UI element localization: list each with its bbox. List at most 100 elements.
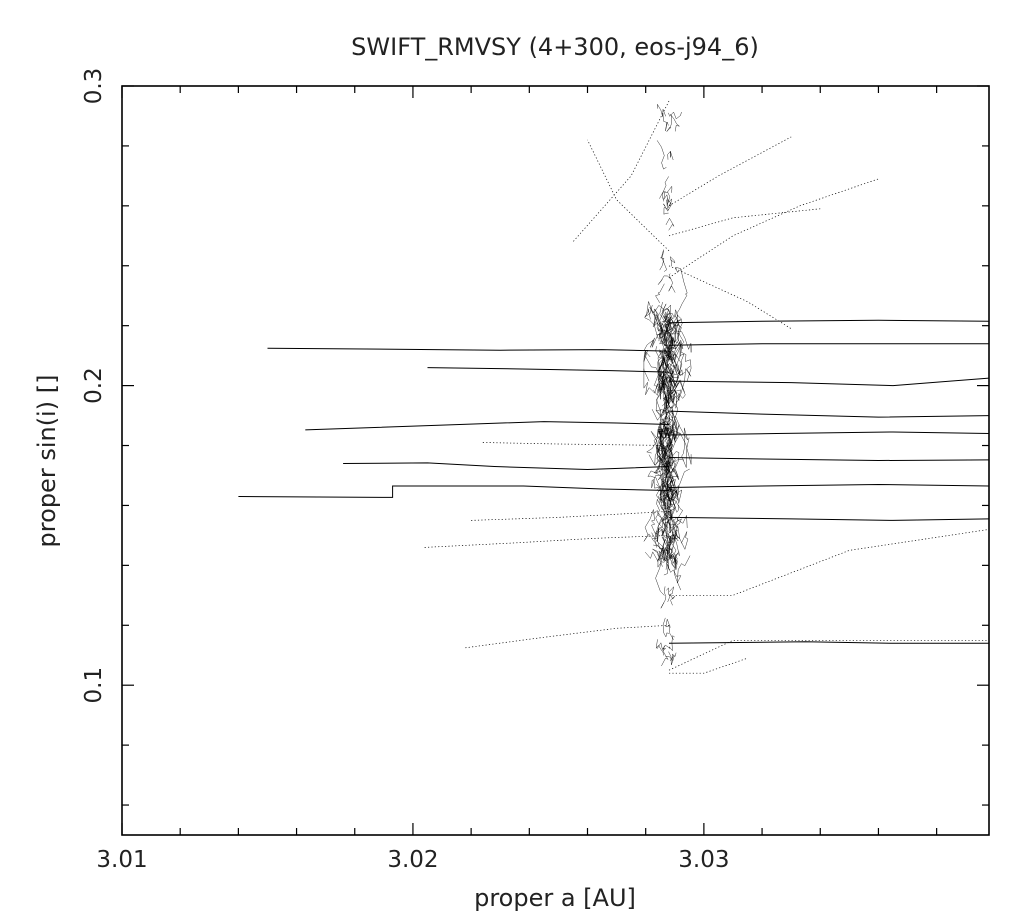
cloud-path (666, 555, 691, 584)
cloud-path (657, 103, 666, 117)
cloud-path (662, 617, 669, 638)
cloud-path (656, 140, 667, 170)
cloud-path (645, 546, 666, 561)
cloud-path (651, 518, 671, 543)
cloud-path (666, 535, 672, 554)
cloud-path (656, 483, 667, 511)
cloud-path (671, 318, 692, 353)
cloud-path (663, 363, 686, 403)
cloud-path (661, 314, 669, 323)
cloud-path (661, 333, 673, 391)
x-tick-label: 3.01 (96, 847, 147, 873)
cloud-path (663, 422, 673, 448)
track-line (471, 511, 670, 521)
cloud-path (662, 329, 669, 345)
y-ticks: 0.1 0.2 0.3 (81, 68, 989, 806)
cloud-path (667, 304, 675, 317)
cloud-path (668, 651, 675, 666)
cloud-path (664, 344, 673, 361)
x-tick-label: 3.03 (678, 847, 729, 873)
cloud-path (665, 217, 675, 231)
track-line (427, 367, 670, 373)
cloud-path (653, 351, 666, 387)
cloud-path (655, 373, 665, 412)
cloud-path (660, 586, 667, 609)
cloud-path (666, 399, 676, 409)
track-line (668, 136, 792, 207)
cloud-path (667, 380, 681, 395)
cloud-path (658, 356, 667, 393)
track-line (668, 641, 989, 644)
cloud-path (662, 112, 669, 131)
cloud-path (664, 375, 678, 412)
cloud-path (653, 388, 666, 396)
trajectory-tracks (238, 100, 990, 674)
cloud-path (669, 523, 679, 540)
track-line (424, 535, 670, 548)
cloud-path (665, 344, 671, 356)
track-line (668, 410, 990, 418)
cloud-path (667, 594, 676, 606)
cloud-path (667, 410, 673, 425)
cloud-path (663, 190, 673, 207)
cloud-path (663, 207, 669, 215)
cloud-path (669, 113, 680, 132)
cloud-path (663, 347, 681, 393)
cloud-path (653, 435, 670, 468)
cloud-path (660, 316, 671, 339)
cloud-path (657, 539, 666, 561)
track-line (305, 421, 670, 431)
cloud-path (661, 176, 669, 202)
cloud-path (668, 543, 678, 571)
cloud-path (670, 323, 682, 350)
cloud-path (670, 365, 692, 409)
cloud-path (669, 266, 688, 324)
cloud-path (660, 491, 679, 526)
track-line (668, 208, 821, 237)
cloud-path (644, 300, 664, 317)
cloud-path (655, 639, 670, 652)
track-line (267, 347, 670, 352)
cloud-path (661, 531, 668, 546)
cloud-path (656, 311, 673, 332)
cloud-path (655, 518, 666, 538)
cloud-path (666, 332, 685, 358)
cloud-path (655, 410, 668, 420)
cloud-path (659, 301, 681, 366)
cloud-path (667, 469, 680, 496)
track-line (668, 178, 879, 278)
cloud-path (651, 403, 669, 421)
track-line (668, 457, 990, 462)
cloud-path (671, 525, 689, 550)
y-tick-label: 0.2 (81, 367, 107, 404)
track-line (668, 431, 990, 436)
x-tick-label: 3.02 (387, 847, 438, 873)
cloud-path (664, 426, 671, 436)
cloud-path (661, 555, 667, 570)
track-line (668, 516, 990, 521)
cloud-path (662, 498, 675, 521)
cloud-path (661, 303, 669, 313)
track-line (669, 529, 990, 596)
cloud-path (667, 151, 674, 161)
cloud-path (665, 618, 674, 640)
cloud-path (652, 509, 669, 519)
cloud-path (665, 389, 677, 410)
y-tick-label: 0.1 (81, 667, 107, 704)
cloud-path (658, 406, 673, 466)
cloud-path (660, 380, 667, 397)
cloud-path (668, 367, 683, 383)
cloud-path (665, 489, 674, 505)
x-ticks: 3.01 3.02 3.03 (96, 86, 938, 873)
cloud-path (659, 402, 669, 440)
cloud-path (662, 337, 668, 347)
track-line (668, 265, 792, 329)
x-axis-label: proper a [AU] (474, 884, 636, 912)
cloud-path (655, 540, 672, 596)
cloud-path (665, 492, 675, 502)
track-line (572, 100, 670, 243)
track-line (668, 319, 990, 324)
cloud-path (670, 353, 686, 378)
